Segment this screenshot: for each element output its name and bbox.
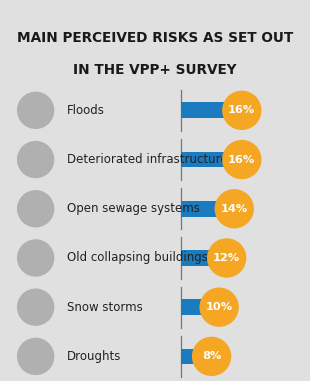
Ellipse shape <box>222 140 262 179</box>
Bar <box>181 102 242 118</box>
Text: Deteriorated infrastructure: Deteriorated infrastructure <box>67 153 227 166</box>
Text: 16%: 16% <box>228 105 255 115</box>
Bar <box>181 250 227 266</box>
Ellipse shape <box>17 239 54 277</box>
Ellipse shape <box>222 91 262 130</box>
Text: MAIN PERCEIVED RISKS AS SET OUT: MAIN PERCEIVED RISKS AS SET OUT <box>17 31 293 45</box>
Ellipse shape <box>192 337 231 376</box>
Text: 8%: 8% <box>202 351 221 362</box>
Text: 16%: 16% <box>228 155 255 165</box>
Ellipse shape <box>17 141 54 178</box>
Text: 10%: 10% <box>206 302 233 312</box>
Text: Old collapsing buildings: Old collapsing buildings <box>67 251 207 264</box>
Ellipse shape <box>17 288 54 326</box>
Text: 14%: 14% <box>221 204 248 214</box>
Ellipse shape <box>17 190 54 227</box>
Ellipse shape <box>207 238 246 278</box>
Ellipse shape <box>17 338 54 375</box>
Text: Droughts: Droughts <box>67 350 121 363</box>
Text: Floods: Floods <box>67 104 104 117</box>
Ellipse shape <box>199 288 239 327</box>
Text: 12%: 12% <box>213 253 240 263</box>
Bar <box>181 152 242 167</box>
Bar <box>181 201 234 217</box>
Text: Open sewage systems: Open sewage systems <box>67 202 200 215</box>
Bar <box>181 299 219 315</box>
Text: IN THE VPP+ SURVEY: IN THE VPP+ SURVEY <box>73 63 237 77</box>
Ellipse shape <box>17 91 54 129</box>
Ellipse shape <box>215 189 254 229</box>
Bar <box>181 349 211 364</box>
Text: Snow storms: Snow storms <box>67 301 142 314</box>
